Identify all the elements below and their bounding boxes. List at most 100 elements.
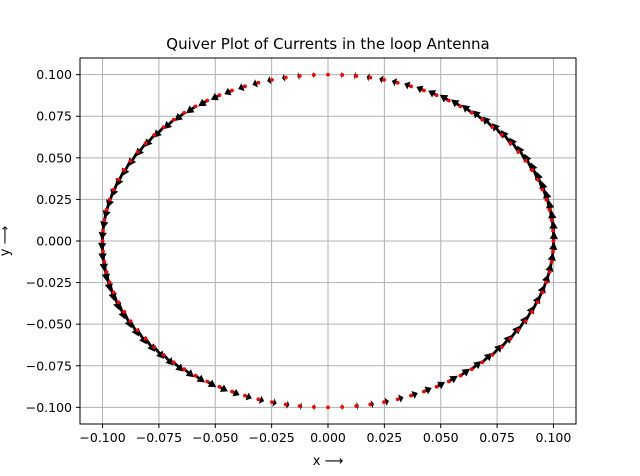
loop-point: [549, 218, 554, 223]
x-tick-label: −0.100: [79, 430, 125, 445]
loop-point: [395, 397, 400, 402]
loop-point: [161, 352, 166, 357]
current-arrow: [129, 320, 139, 337]
current-arrow: [491, 123, 503, 136]
current-arrow: [472, 110, 484, 121]
chart-title: Quiver Plot of Currents in the loop Ante…: [166, 35, 489, 53]
loop-point: [230, 88, 234, 93]
loop-point: [544, 197, 549, 202]
loop-point: [107, 197, 112, 202]
loop-point: [230, 389, 234, 394]
current-arrow: [144, 337, 156, 352]
loop-point: [297, 74, 302, 78]
loop-point: [217, 384, 222, 389]
current-arrow: [383, 397, 389, 406]
loop-point: [530, 309, 534, 314]
loop-point: [283, 75, 288, 80]
loop-point: [243, 393, 247, 398]
current-arrow: [470, 361, 482, 371]
loop-point: [549, 259, 554, 264]
loop-point: [128, 319, 133, 324]
loop-point: [193, 104, 198, 109]
current-arrow: [153, 126, 165, 138]
loop-point: [171, 117, 176, 122]
x-tick-label: 0.050: [423, 430, 459, 445]
loop-point: [434, 384, 439, 389]
loop-point: [101, 228, 105, 233]
loop-point: [340, 405, 345, 409]
loop-point: [256, 397, 261, 402]
loop-point: [116, 177, 121, 182]
y-tick-label: 0.050: [36, 150, 72, 165]
loop-point: [434, 93, 439, 98]
current-arrow: [509, 137, 520, 153]
loop-point: [100, 239, 105, 243]
loop-point: [530, 168, 534, 173]
grid-lines: [80, 58, 576, 424]
loop-point: [382, 400, 386, 405]
loop-point: [256, 80, 261, 85]
loop-point: [422, 88, 426, 93]
loop-point: [122, 309, 126, 314]
loop-point: [547, 270, 552, 275]
loop-point: [143, 141, 148, 146]
current-arrow: [397, 394, 404, 403]
current-arrow: [404, 81, 412, 90]
y-tick-label: 0.025: [36, 192, 72, 207]
current-arrow: [391, 78, 399, 87]
loop-point: [458, 104, 463, 109]
loop-point: [354, 404, 359, 408]
loop-point: [544, 280, 549, 285]
loop-point: [205, 98, 210, 103]
loop-point: [283, 402, 288, 407]
loop-point: [102, 218, 107, 223]
x-tick-label: −0.025: [249, 430, 295, 445]
x-tick-label: −0.050: [192, 430, 238, 445]
loop-point: [326, 72, 330, 77]
loop-point: [540, 187, 545, 192]
loop-point: [516, 328, 521, 333]
loop-point: [116, 300, 121, 305]
loop-point: [469, 110, 474, 115]
loop-point: [368, 402, 373, 407]
loop-point: [446, 379, 451, 384]
loop-point: [104, 207, 109, 212]
loop-point: [326, 405, 330, 410]
loop-point: [547, 207, 552, 212]
loop-point: [297, 404, 302, 408]
loop-point: [535, 300, 540, 305]
loop-point: [111, 290, 116, 295]
current-arrow: [451, 99, 462, 108]
loop-point: [523, 158, 528, 163]
current-arrow: [459, 368, 471, 377]
loop-point: [102, 259, 107, 264]
y-tick-label: −0.100: [26, 400, 72, 415]
current-arrow: [271, 398, 277, 407]
y-axis-label: y ⟶: [0, 226, 13, 256]
loop-point: [101, 249, 105, 254]
current-arrow: [238, 83, 246, 92]
loop-point: [409, 84, 413, 89]
x-tick-label: 0.100: [536, 430, 572, 445]
loop-point: [193, 373, 198, 378]
loop-point: [270, 400, 274, 405]
loop-point: [311, 73, 316, 77]
current-arrow: [252, 79, 259, 88]
x-tick-label: 0.025: [366, 430, 402, 445]
x-tick-label: 0.000: [310, 430, 346, 445]
current-arrow: [491, 344, 503, 356]
current-arrow: [194, 374, 205, 383]
loop-point: [422, 389, 426, 394]
y-tick-label: 0.100: [36, 67, 72, 82]
loop-point: [551, 249, 555, 254]
loop-point: [382, 77, 386, 82]
loop-point: [508, 336, 513, 341]
loop-point: [135, 328, 140, 333]
loop-point: [499, 133, 504, 137]
current-arrow: [461, 104, 473, 114]
loop-point: [516, 149, 521, 154]
loop-point: [217, 93, 222, 98]
loop-point: [182, 367, 187, 372]
x-tick-label: −0.075: [136, 430, 182, 445]
